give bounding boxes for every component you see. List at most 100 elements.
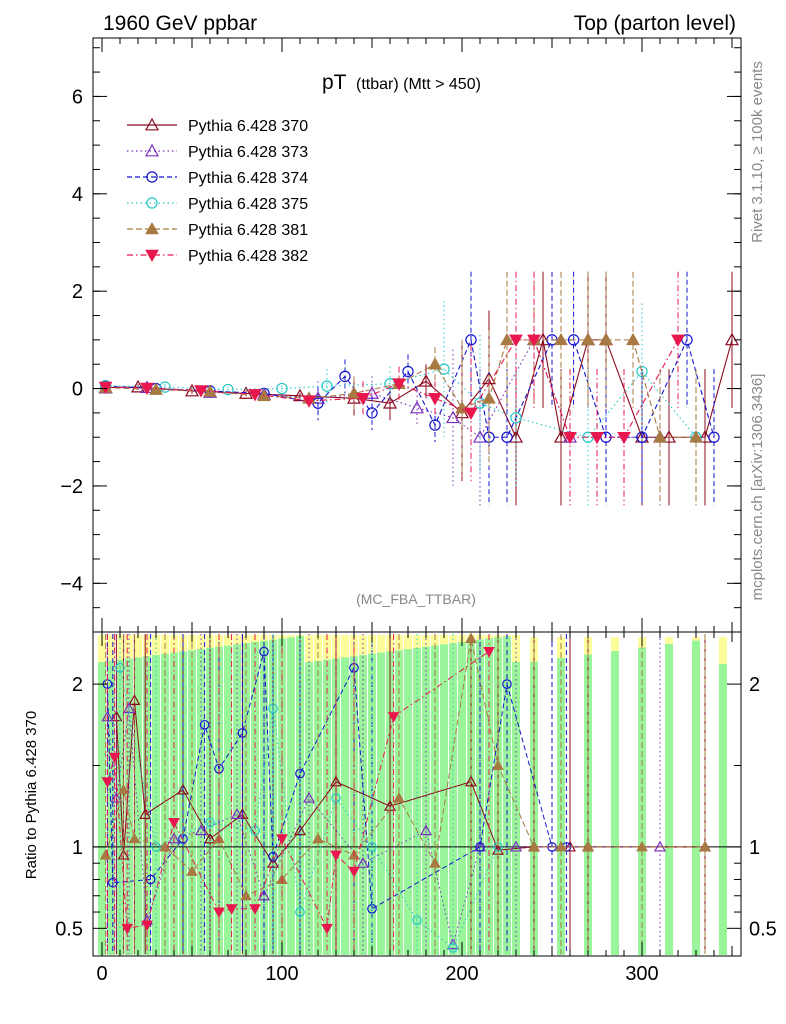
ratio-band-inner <box>233 644 241 955</box>
data-point <box>418 374 434 387</box>
ratio-point <box>117 783 130 795</box>
ratio-point <box>367 842 377 852</box>
ratio-band-inner <box>323 659 331 955</box>
data-point <box>581 332 595 346</box>
legend: Pythia 6.428 370 Pythia 6.428 373 Pythia 6… <box>127 117 308 265</box>
ratio-point <box>582 840 594 852</box>
ratio-point <box>419 824 433 836</box>
data-point <box>500 332 514 346</box>
legend-marker <box>145 221 159 235</box>
data-point <box>366 407 378 419</box>
data-point <box>510 412 522 424</box>
y-tick-label: 4 <box>72 184 83 206</box>
ratio-point <box>475 842 485 852</box>
ratio-band-inner <box>359 654 367 955</box>
data-point <box>509 334 523 347</box>
ratio-point <box>393 792 405 803</box>
ratio-point <box>167 832 181 844</box>
y-tick-label: −2 <box>60 476 83 498</box>
ratio-point <box>464 775 478 787</box>
legend-label: Pythia 6.428 374 <box>188 170 308 187</box>
ratio-band-inner <box>287 637 295 955</box>
ratio-band-inner <box>395 650 403 955</box>
data-point <box>527 334 541 347</box>
ratio-point <box>448 943 458 953</box>
data-point <box>445 410 461 424</box>
ratio-band-inner <box>341 657 349 955</box>
ratio-point <box>110 791 123 803</box>
data-point <box>671 334 685 347</box>
ratio-point <box>259 646 269 657</box>
ratio-point <box>194 824 208 836</box>
legend-marker <box>144 143 160 157</box>
data-point <box>590 431 604 445</box>
data-point <box>98 381 113 395</box>
series-line <box>105 338 660 439</box>
ratio-point <box>348 866 360 878</box>
data-point <box>482 391 496 404</box>
legend-label: Pythia 6.428 381 <box>188 222 308 239</box>
data-point <box>567 334 580 346</box>
legend-label: Pythia 6.428 375 <box>188 196 308 213</box>
ratio-point <box>240 889 252 901</box>
ratio-point <box>141 920 153 932</box>
data-point <box>617 431 631 445</box>
ratio-point <box>230 808 244 819</box>
ratio-y-tick-label-right: 2 <box>749 674 760 696</box>
data-point <box>356 392 370 406</box>
ratio-band-inner <box>692 640 700 955</box>
x-tick-label: 0 <box>96 963 107 985</box>
ratio-point <box>555 840 567 852</box>
ratio-band-inner <box>152 654 160 955</box>
ratio-point <box>295 907 305 917</box>
data-point <box>194 385 208 398</box>
ratio-y-tick-label-left: 0.5 <box>55 918 83 940</box>
legend-marker <box>146 197 158 209</box>
ratio-point <box>121 923 134 935</box>
data-point <box>222 383 234 396</box>
data-point <box>276 382 288 395</box>
ratio-band-inner <box>665 644 673 955</box>
data-point <box>409 400 425 414</box>
legend-label: Pythia 6.428 370 <box>188 118 308 135</box>
ratio-point <box>168 817 180 829</box>
ratio-point <box>502 679 512 689</box>
ratio-point <box>249 904 261 915</box>
ratio-y-tick-label-left: 2 <box>72 674 83 696</box>
data-point <box>339 370 351 383</box>
data-point <box>429 419 441 431</box>
legend-marker <box>145 249 159 263</box>
y-tick-label: −4 <box>60 573 83 595</box>
y-tick-label: 2 <box>72 281 83 303</box>
data-point <box>554 332 568 346</box>
data-point <box>402 365 414 378</box>
ratio-band-inner <box>458 642 466 955</box>
data-point <box>653 430 667 443</box>
data-point <box>708 431 720 443</box>
data-point <box>636 431 648 443</box>
y-tick-label: 0 <box>72 379 83 401</box>
ratio-point <box>699 840 711 852</box>
ratio-y-tick-label-left: 1 <box>72 837 83 859</box>
ratio-y-tick-label-right: 0.5 <box>749 918 777 940</box>
ratio-point <box>465 632 477 644</box>
data-point <box>508 430 524 443</box>
ratio-panel-frame <box>92 631 742 957</box>
data-point <box>599 332 613 346</box>
data-point <box>428 392 442 406</box>
ratio-point <box>483 647 495 658</box>
data-point <box>248 389 262 402</box>
data-point <box>563 431 577 445</box>
ratio-series-line <box>106 651 567 910</box>
ratio-point <box>145 874 156 885</box>
ratio-point <box>128 694 141 705</box>
ratio-band-inner <box>125 658 133 955</box>
main-axis-ticks: −4 −2 0 2 4 6 <box>60 38 741 633</box>
main-title-pt: pT <box>322 71 347 94</box>
mcplots-side-label: mcplots.cern.ch [arXiv:1306.3436] <box>749 374 766 601</box>
analysis-tag: (MC_FBA_TTBAR) <box>356 591 476 607</box>
y-tick-label: 6 <box>72 86 83 108</box>
ratio-y-axis-label: Ratio to Pythia 6.428 370 <box>23 711 40 879</box>
ratio-point <box>412 915 422 926</box>
ratio-band-inner <box>449 643 457 955</box>
